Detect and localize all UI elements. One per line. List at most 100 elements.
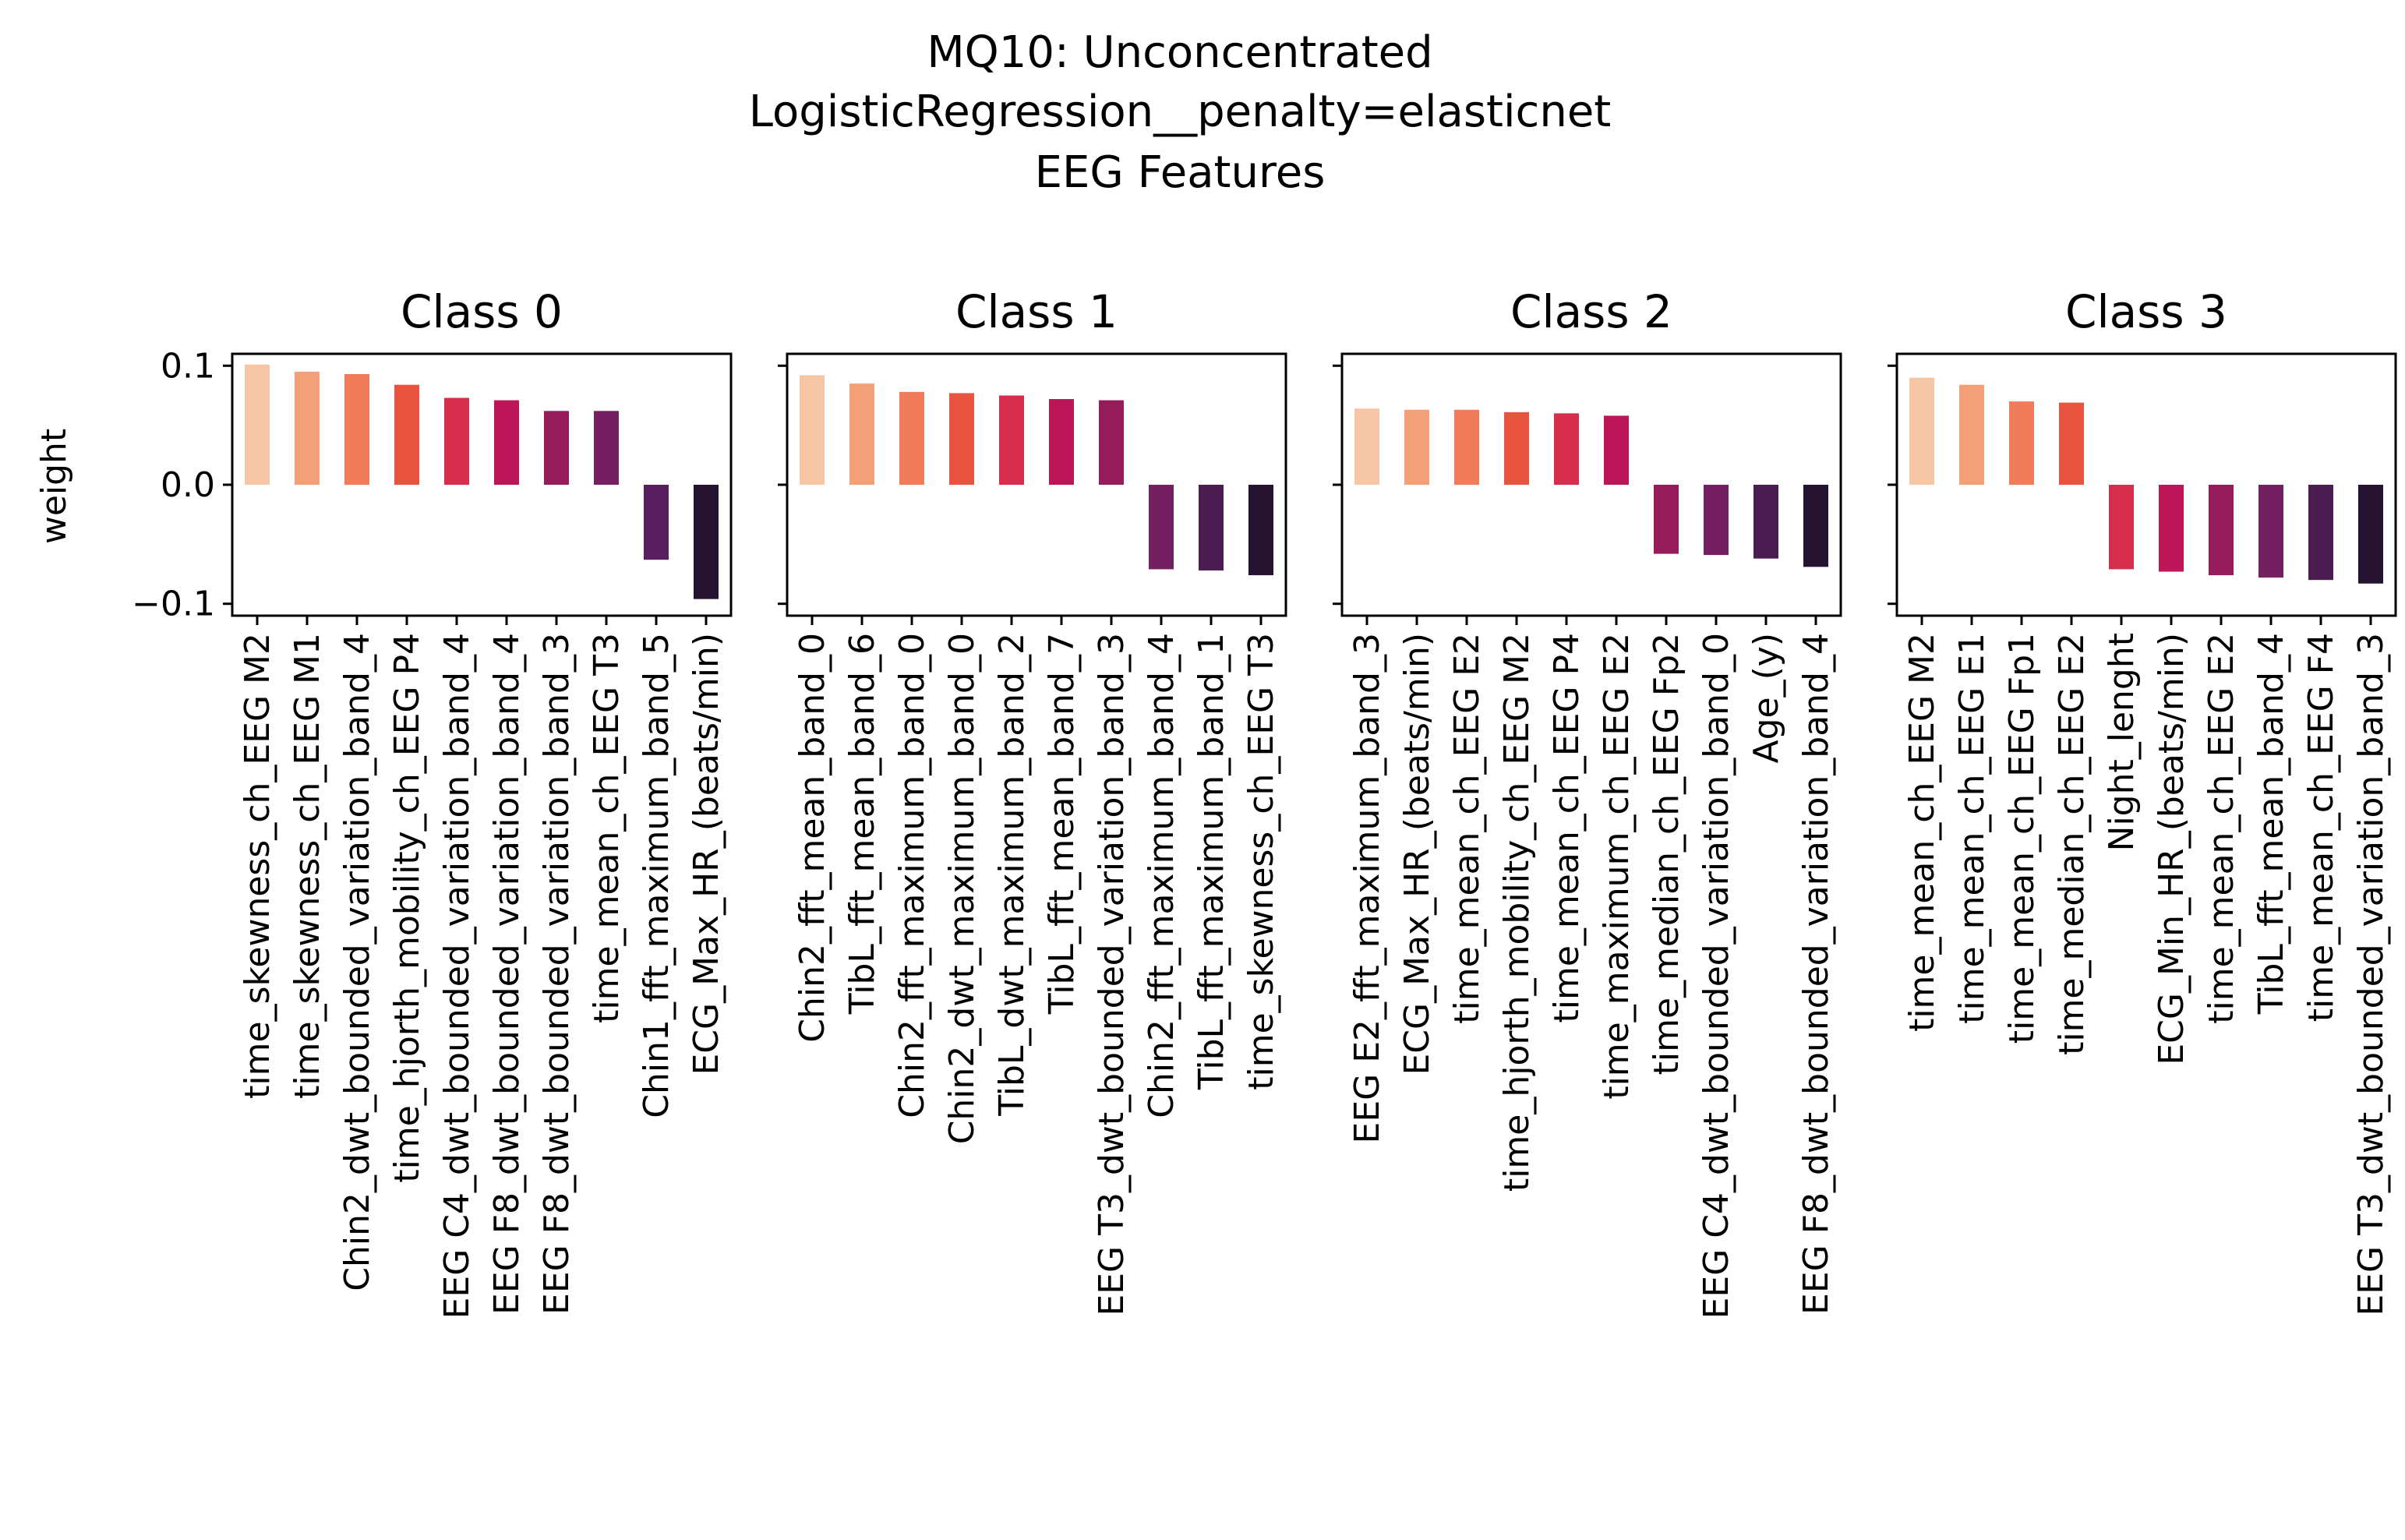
- category-label: time_mean_ch_EEG E2: [1447, 633, 1487, 1024]
- bar: [849, 383, 874, 485]
- subplot-title: Class 2: [1510, 285, 1672, 338]
- title-line-3: EEG Features: [1035, 147, 1326, 198]
- category-label: EEG F8_dwt_bounded_variation_band_4: [487, 633, 527, 1315]
- category-label: EEG F8_dwt_bounded_variation_band_3: [537, 633, 577, 1315]
- category-label: Chin2_dwt_bounded_variation_band_4: [337, 633, 377, 1291]
- category-label: time_mean_ch_EEG T3: [587, 633, 627, 1023]
- category-label: time_mean_ch_EEG E1: [1952, 633, 1992, 1024]
- category-label: time_hjorth_mobility_ch_EEG P4: [387, 633, 427, 1183]
- bar: [295, 371, 320, 485]
- bar: [1753, 485, 1778, 559]
- category-label: time_maximum_ch_EEG E2: [1597, 633, 1637, 1100]
- subplot-title: Class 1: [955, 285, 1118, 338]
- category-label: EEG C4_dwt_bounded_variation_band_4: [437, 633, 477, 1319]
- category-label: time_skewness_ch_EEG T3: [1241, 633, 1281, 1090]
- plot-frame: [1895, 352, 2397, 617]
- bar: [594, 411, 619, 485]
- category-label: time_skewness_ch_EEG M1: [288, 633, 327, 1099]
- category-label: EEG T3_dwt_bounded_variation_band_3: [2351, 633, 2391, 1316]
- bar: [1199, 485, 1224, 570]
- bar: [1704, 485, 1729, 556]
- category-label: Chin2_dwt_maximum_band_0: [942, 633, 982, 1144]
- category-label: Chin2_fft_maximum_band_0: [892, 633, 932, 1118]
- title-line-1: MQ10: Unconcentrated: [927, 27, 1432, 78]
- bar: [1354, 408, 1379, 485]
- category-label: ECG_Min_HR_(beats/min): [2152, 633, 2191, 1065]
- category-label: time_mean_ch_EEG F4: [2301, 633, 2341, 1022]
- category-label: Chin2_fft_maximum_band_4: [1142, 633, 1181, 1118]
- plot-frame: [1340, 352, 1842, 617]
- y-tick-label: 0.1: [161, 346, 215, 386]
- y-tick-label: 0.0: [161, 465, 215, 505]
- bar: [2358, 485, 2383, 584]
- bar: [1554, 413, 1579, 485]
- figure-title: MQ10: Unconcentrated LogisticRegression_…: [749, 27, 1611, 198]
- category-label: time_hjorth_mobility_ch_EEG M2: [1497, 633, 1537, 1192]
- category-label: TibL_dwt_maximum_band_2: [992, 633, 1032, 1117]
- bar: [2109, 485, 2134, 570]
- category-label: time_mean_ch_EEG M2: [1902, 633, 1942, 1032]
- bar: [1454, 409, 1479, 485]
- y-axis-label: weight: [34, 429, 74, 544]
- bar: [949, 393, 974, 485]
- category-label: ECG_Max_HR_(beats/min): [1397, 633, 1437, 1076]
- category-label: EEG F8_dwt_bounded_variation_band_4: [1796, 633, 1836, 1315]
- bar: [344, 373, 369, 485]
- bar: [544, 411, 569, 485]
- category-label: Chin1_fft_maximum_band_5: [637, 633, 676, 1118]
- category-label: Night_lenght: [2102, 633, 2142, 851]
- category-label: time_mean_ch_EEG E2: [2202, 633, 2241, 1024]
- bar: [245, 364, 270, 485]
- category-label: EEG T3_dwt_bounded_variation_band_3: [1092, 633, 1132, 1316]
- bar: [2059, 402, 2084, 485]
- category-label: EEG C4_dwt_bounded_variation_band_0: [1697, 633, 1736, 1319]
- bar: [1248, 485, 1273, 576]
- category-label: TibL_fft_mean_band_6: [842, 633, 882, 1015]
- category-label: time_mean_ch_EEG P4: [1547, 633, 1587, 1023]
- subplot-class-0: Class 0 time_skewness_ch_EEG M2 time_skewn…: [132, 285, 733, 1319]
- y-tick-label: −0.1: [132, 585, 215, 624]
- category-label: Age_(y): [1746, 633, 1786, 763]
- plot-frame: [786, 352, 1287, 617]
- category-label: Chin2_fft_mean_band_0: [793, 633, 832, 1043]
- bar: [2009, 401, 2034, 485]
- bar: [694, 485, 719, 599]
- category-label: time_median_ch_EEG Fp2: [1647, 633, 1686, 1075]
- subplot-title: Class 0: [401, 285, 563, 338]
- category-label: TibL_fft_mean_band_4: [2251, 633, 2291, 1015]
- subplot-class-1: Class 1 Chin2_fft_mean_band_0 TibL_fft_mea…: [778, 285, 1287, 1316]
- subplots: Class 0 time_skewness_ch_EEG M2 time_skewn…: [132, 285, 2397, 1319]
- category-label: TibL_fft_mean_band_7: [1042, 633, 1082, 1015]
- category-label: TibL_fft_maximum_band_1: [1192, 633, 1231, 1090]
- bar: [800, 375, 825, 485]
- bar: [1149, 485, 1174, 570]
- bar: [1654, 485, 1679, 554]
- bar: [2258, 485, 2283, 578]
- bar: [1909, 377, 1934, 485]
- category-label: EEG E2_fft_maximum_band_3: [1347, 633, 1387, 1143]
- bar: [394, 384, 419, 485]
- bar: [999, 395, 1024, 485]
- bar: [644, 485, 669, 560]
- bar: [1504, 411, 1529, 485]
- bar: [1803, 485, 1828, 567]
- bar: [1099, 400, 1124, 485]
- category-label: time_skewness_ch_EEG M2: [238, 633, 277, 1099]
- bar: [2159, 485, 2184, 572]
- subplot-title: Class 3: [2065, 285, 2227, 338]
- subplot-class-2: Class 2 EEG E2_fft_maximum_band_3 ECG_Max_…: [1333, 285, 1842, 1319]
- bar: [1959, 384, 1984, 485]
- category-label: ECG_Max_HR_(beats/min): [687, 633, 726, 1076]
- bar: [444, 397, 469, 485]
- plot-frame: [231, 352, 733, 617]
- title-line-2: LogisticRegression__penalty=elasticnet: [749, 87, 1611, 137]
- bar: [494, 400, 519, 485]
- bar: [2308, 485, 2333, 581]
- bar: [1049, 399, 1074, 485]
- category-label: time_mean_ch_EEG Fp1: [2002, 633, 2042, 1044]
- bar: [899, 391, 924, 485]
- category-label: time_median_ch_EEG E2: [2052, 633, 2092, 1055]
- bar: [2209, 485, 2234, 576]
